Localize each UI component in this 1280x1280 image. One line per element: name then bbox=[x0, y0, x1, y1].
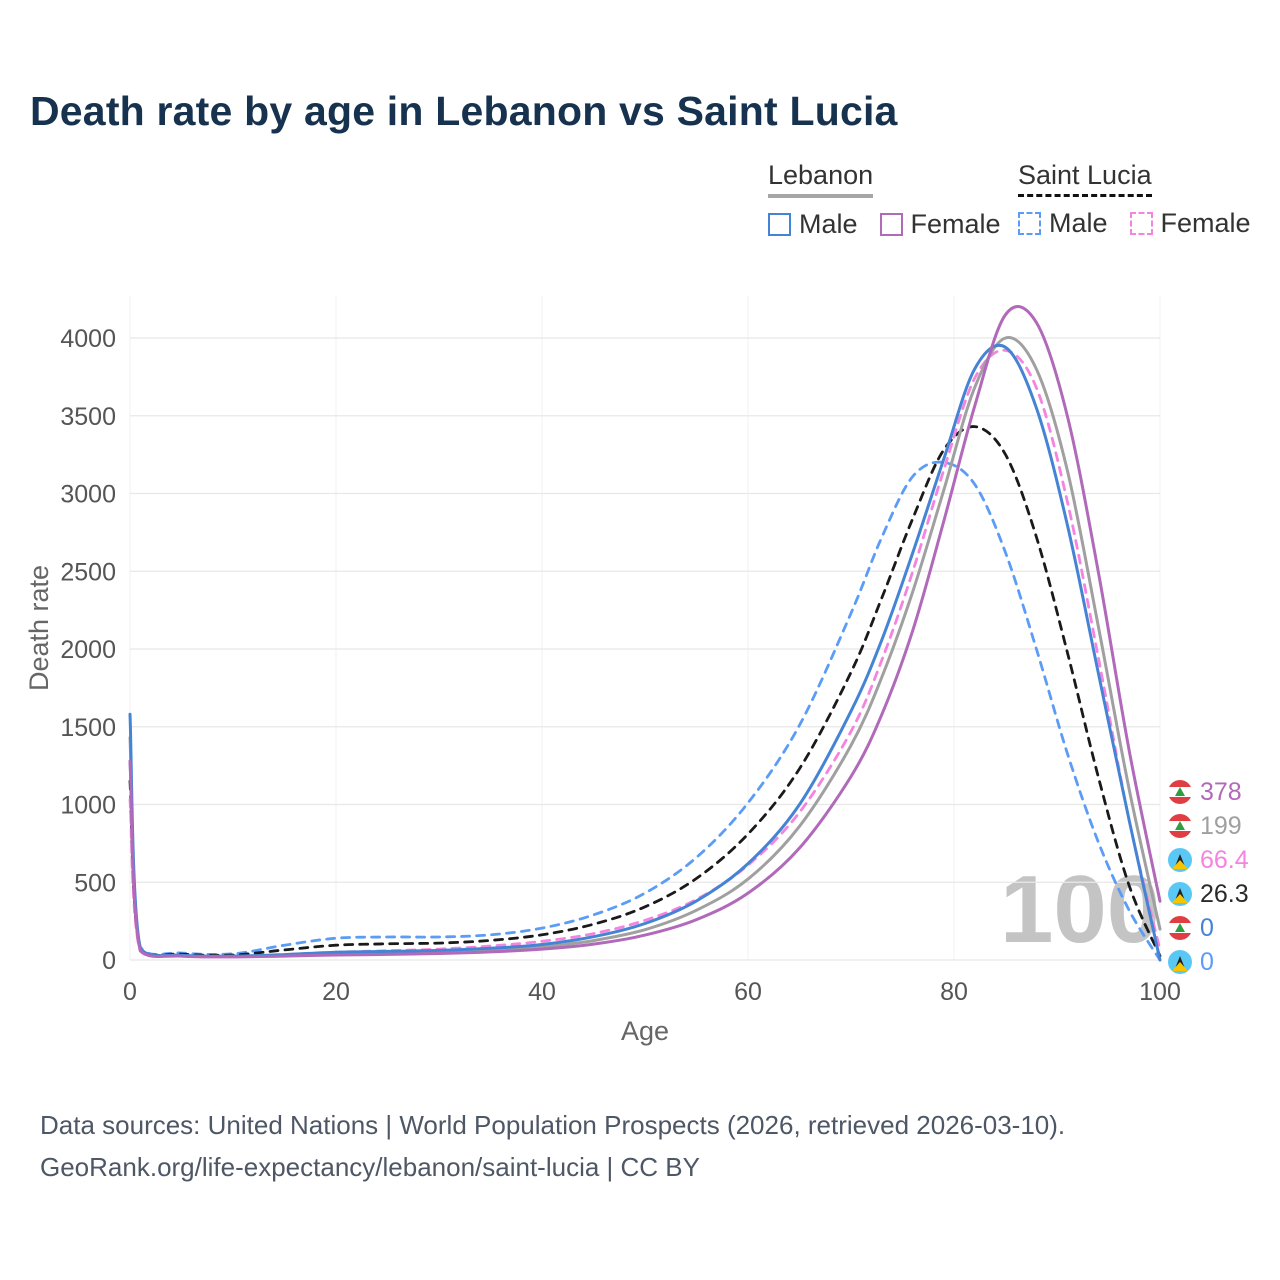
legend-item-lebanon-male[interactable]: Male bbox=[768, 209, 858, 240]
lebanon-male-swatch-icon bbox=[768, 213, 791, 236]
y-tick-label: 0 bbox=[102, 947, 116, 975]
y-tick-label: 2500 bbox=[60, 558, 116, 586]
age-watermark: 100 bbox=[1000, 856, 1161, 963]
x-tick-label: 100 bbox=[1139, 978, 1181, 1006]
y-tick-label: 4000 bbox=[60, 325, 116, 353]
legend-items-lebanon: Male Female bbox=[768, 209, 1001, 240]
legend-group-lebanon: Lebanon Male Female bbox=[768, 160, 1001, 240]
x-tick-label: 80 bbox=[940, 978, 968, 1006]
y-axis-title: Death rate bbox=[24, 565, 54, 691]
chart-title: Death rate by age in Lebanon vs Saint Lu… bbox=[30, 88, 898, 134]
saint-lucia-flag-icon bbox=[1168, 848, 1192, 872]
saint-lucia-flag-icon bbox=[1168, 882, 1192, 906]
legend-label-saint-lucia-male: Male bbox=[1049, 208, 1108, 238]
lebanon-female-swatch-icon bbox=[879, 213, 903, 236]
lebanon-flag-icon bbox=[1168, 916, 1192, 940]
series-line-lebanon-female[interactable] bbox=[128, 305, 1162, 959]
y-tick-label: 3500 bbox=[60, 403, 116, 431]
end-label-saint-lucia-male: 0 bbox=[1168, 948, 1249, 976]
series-line-saint-lucia-both[interactable] bbox=[128, 425, 1162, 958]
legend-group-title-saint-lucia: Saint Lucia bbox=[1018, 160, 1152, 197]
legend-label-lebanon-male: Male bbox=[799, 209, 858, 239]
end-label-value: 0 bbox=[1200, 913, 1214, 942]
end-label-saint-lucia-both: 26.3 bbox=[1168, 880, 1249, 908]
legend-group-saint-lucia: Saint Lucia Male Female bbox=[1018, 160, 1251, 239]
y-tick-label: 500 bbox=[74, 869, 116, 897]
end-label-value: 378 bbox=[1200, 777, 1242, 806]
x-tick-label: 60 bbox=[734, 978, 762, 1006]
y-tick-label: 1500 bbox=[60, 714, 116, 742]
series-line-lebanon-both[interactable] bbox=[128, 336, 1162, 959]
legend-label-lebanon-female: Female bbox=[910, 209, 1001, 239]
line-chart: 0 500 1000 1500 2000 2500 3000 3500 4000 0 20 40 60 8… bbox=[24, 296, 1181, 1046]
saint-lucia-flag-icon bbox=[1168, 950, 1192, 974]
series-line-saint-lucia-female[interactable] bbox=[128, 348, 1162, 958]
legend-item-saint-lucia-male[interactable]: Male bbox=[1018, 208, 1108, 239]
y-tick-label: 3000 bbox=[60, 481, 116, 509]
y-tick-label: 2000 bbox=[60, 636, 116, 664]
legend-items-saint-lucia: Male Female bbox=[1018, 208, 1251, 239]
end-label-value: 66.4 bbox=[1200, 845, 1249, 874]
end-label-lebanon-female: 378 bbox=[1168, 778, 1249, 806]
footer-data-sources: Data sources: United Nations | World Pop… bbox=[40, 1110, 1066, 1140]
end-label-lebanon-both: 199 bbox=[1168, 812, 1249, 840]
footer: Data sources: United Nations | World Pop… bbox=[40, 1104, 1065, 1188]
lebanon-flag-icon bbox=[1168, 814, 1192, 838]
end-label-value: 199 bbox=[1200, 811, 1242, 840]
saint-lucia-male-swatch-icon bbox=[1018, 212, 1041, 235]
legend-item-saint-lucia-female[interactable]: Female bbox=[1129, 208, 1251, 239]
end-label-value: 26.3 bbox=[1200, 879, 1249, 908]
x-axis-title: Age bbox=[621, 1016, 669, 1046]
legend-label-saint-lucia-female: Female bbox=[1160, 208, 1251, 238]
x-tick-label: 20 bbox=[322, 978, 350, 1006]
footer-attribution: GeoRank.org/life-expectancy/lebanon/sain… bbox=[40, 1152, 700, 1183]
lebanon-flag-icon bbox=[1168, 780, 1192, 804]
series-line-lebanon-male[interactable] bbox=[128, 343, 1162, 962]
legend-item-lebanon-female[interactable]: Female bbox=[879, 209, 1001, 240]
end-label-saint-lucia-female: 66.4 bbox=[1168, 846, 1249, 874]
end-labels: 378 199 66.4 26.3 0 0 bbox=[1168, 778, 1249, 976]
y-tick-label: 1000 bbox=[60, 792, 116, 820]
legend-group-title-lebanon: Lebanon bbox=[768, 160, 874, 198]
end-label-lebanon-male: 0 bbox=[1168, 914, 1249, 942]
x-tick-label: 40 bbox=[528, 978, 556, 1006]
series-line-saint-lucia-male[interactable] bbox=[128, 460, 1162, 962]
x-tick-label: 0 bbox=[123, 978, 137, 1006]
end-label-value: 0 bbox=[1200, 947, 1214, 976]
saint-lucia-female-swatch-icon bbox=[1129, 212, 1153, 235]
